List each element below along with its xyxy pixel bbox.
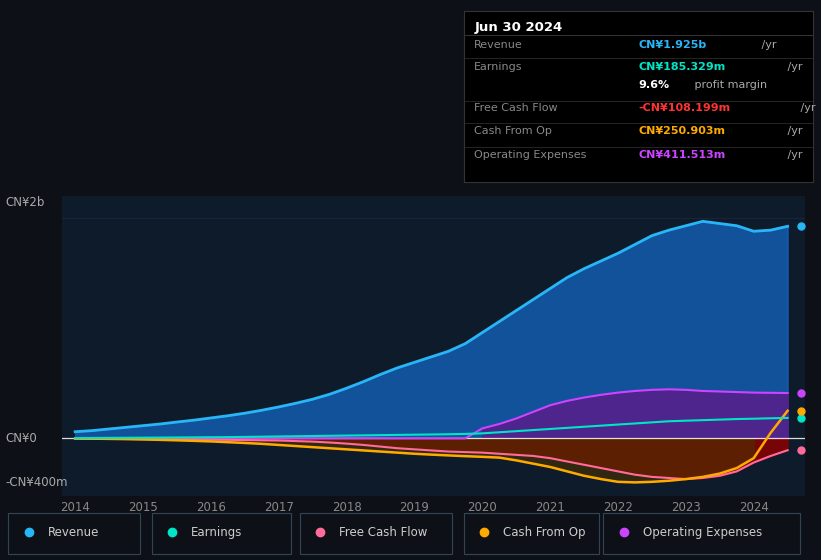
Text: Cash From Op: Cash From Op [475, 125, 553, 136]
Text: -CN¥108.199m: -CN¥108.199m [639, 104, 731, 114]
Text: CN¥411.513m: CN¥411.513m [639, 150, 726, 160]
Text: profit margin: profit margin [691, 81, 768, 90]
Text: Revenue: Revenue [48, 526, 99, 539]
Text: CN¥2b: CN¥2b [6, 196, 45, 209]
Text: Earnings: Earnings [191, 526, 243, 539]
Text: Cash From Op: Cash From Op [503, 526, 585, 539]
Text: CN¥185.329m: CN¥185.329m [639, 63, 726, 72]
Text: CN¥250.903m: CN¥250.903m [639, 125, 725, 136]
Text: Jun 30 2024: Jun 30 2024 [475, 21, 562, 35]
Text: Operating Expenses: Operating Expenses [643, 526, 762, 539]
Text: /yr: /yr [784, 150, 803, 160]
Text: Free Cash Flow: Free Cash Flow [475, 104, 558, 114]
Text: /yr: /yr [797, 104, 816, 114]
Text: /yr: /yr [784, 63, 803, 72]
Text: Earnings: Earnings [475, 63, 523, 72]
Text: Operating Expenses: Operating Expenses [475, 150, 587, 160]
Text: /yr: /yr [758, 40, 776, 50]
Text: Revenue: Revenue [475, 40, 523, 50]
Text: -CN¥400m: -CN¥400m [6, 476, 68, 489]
Text: /yr: /yr [784, 125, 803, 136]
Text: Free Cash Flow: Free Cash Flow [339, 526, 428, 539]
Text: CN¥1.925b: CN¥1.925b [639, 40, 707, 50]
Text: CN¥0: CN¥0 [6, 432, 38, 445]
Text: 9.6%: 9.6% [639, 81, 669, 90]
